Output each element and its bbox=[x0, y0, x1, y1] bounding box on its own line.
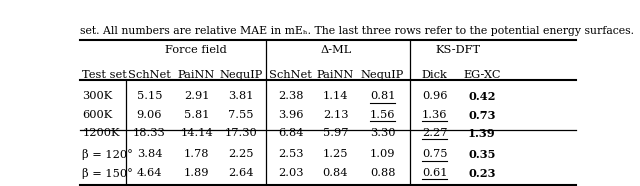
Text: 0.23: 0.23 bbox=[468, 168, 495, 179]
Text: 0.56: 0.56 bbox=[422, 185, 447, 186]
Text: 1.79: 1.79 bbox=[278, 185, 303, 186]
Text: SchNet: SchNet bbox=[128, 70, 171, 80]
Text: 0.73: 0.73 bbox=[468, 110, 495, 121]
Text: 14.14: 14.14 bbox=[180, 128, 213, 138]
Text: 1.92: 1.92 bbox=[184, 185, 209, 186]
Text: 2.53: 2.53 bbox=[278, 149, 303, 159]
Text: 0.75: 0.75 bbox=[422, 149, 447, 159]
Text: set. All numbers are relative MAE in mEₕ. The last three rows refer to the poten: set. All numbers are relative MAE in mEₕ… bbox=[80, 26, 634, 36]
Text: 1.89: 1.89 bbox=[184, 168, 209, 178]
Text: 1.36: 1.36 bbox=[422, 110, 447, 120]
Text: 0.61: 0.61 bbox=[422, 168, 447, 178]
Text: 18.33: 18.33 bbox=[133, 128, 166, 138]
Text: 6.84: 6.84 bbox=[278, 128, 303, 138]
Text: 5.81: 5.81 bbox=[184, 110, 209, 120]
Text: 2.27: 2.27 bbox=[422, 128, 447, 138]
Text: Test set: Test set bbox=[83, 70, 127, 80]
Text: 3.96: 3.96 bbox=[278, 110, 303, 120]
Text: 0.20: 0.20 bbox=[468, 185, 495, 186]
Text: 1.78: 1.78 bbox=[184, 149, 209, 159]
Text: 0.96: 0.96 bbox=[422, 91, 447, 101]
Text: β = 120°: β = 120° bbox=[83, 149, 133, 160]
Text: 7.55: 7.55 bbox=[228, 110, 254, 120]
Text: 1.14: 1.14 bbox=[323, 91, 348, 101]
Text: PaiNN: PaiNN bbox=[178, 70, 215, 80]
Text: 600K: 600K bbox=[83, 110, 113, 120]
Text: NequIP: NequIP bbox=[361, 70, 404, 80]
Text: 1.06: 1.06 bbox=[323, 185, 348, 186]
Text: 2.91: 2.91 bbox=[184, 91, 209, 101]
Text: 2.25: 2.25 bbox=[228, 149, 254, 159]
Text: 9.06: 9.06 bbox=[137, 110, 162, 120]
Text: 1.25: 1.25 bbox=[323, 149, 348, 159]
Text: 0.42: 0.42 bbox=[468, 91, 495, 102]
Text: 300K: 300K bbox=[83, 91, 113, 101]
Text: 3.03: 3.03 bbox=[228, 185, 254, 186]
Text: 2.38: 2.38 bbox=[278, 91, 303, 101]
Text: β = 180°: β = 180° bbox=[83, 185, 133, 186]
Text: 2.03: 2.03 bbox=[278, 168, 303, 178]
Text: 17.30: 17.30 bbox=[225, 128, 257, 138]
Text: 4.64: 4.64 bbox=[137, 168, 162, 178]
Text: KS-DFT: KS-DFT bbox=[435, 45, 481, 55]
Text: 0.35: 0.35 bbox=[468, 149, 495, 160]
Text: NequIP: NequIP bbox=[220, 70, 263, 80]
Text: 3.30: 3.30 bbox=[370, 128, 396, 138]
Text: Dick: Dick bbox=[422, 70, 447, 80]
Text: PaiNN: PaiNN bbox=[317, 70, 354, 80]
Text: 4.97: 4.97 bbox=[137, 185, 162, 186]
Text: 1.39: 1.39 bbox=[468, 128, 495, 139]
Text: β = 150°: β = 150° bbox=[83, 168, 133, 179]
Text: 0.81: 0.81 bbox=[370, 91, 396, 101]
Text: 0.88: 0.88 bbox=[370, 168, 396, 178]
Text: 0.84: 0.84 bbox=[323, 168, 348, 178]
Text: 1.09: 1.09 bbox=[370, 149, 396, 159]
Text: Δ-ML: Δ-ML bbox=[321, 45, 352, 55]
Text: EG-XC: EG-XC bbox=[463, 70, 500, 80]
Text: SchNet: SchNet bbox=[269, 70, 312, 80]
Text: 5.15: 5.15 bbox=[137, 91, 162, 101]
Text: 3.81: 3.81 bbox=[228, 91, 254, 101]
Text: 1.56: 1.56 bbox=[370, 110, 396, 120]
Text: 2.64: 2.64 bbox=[228, 168, 254, 178]
Text: 2.13: 2.13 bbox=[323, 110, 348, 120]
Text: 3.84: 3.84 bbox=[137, 149, 162, 159]
Text: 1200K: 1200K bbox=[83, 128, 120, 138]
Text: 5.97: 5.97 bbox=[323, 128, 348, 138]
Text: Force field: Force field bbox=[164, 45, 227, 55]
Text: 0.73: 0.73 bbox=[370, 185, 396, 186]
